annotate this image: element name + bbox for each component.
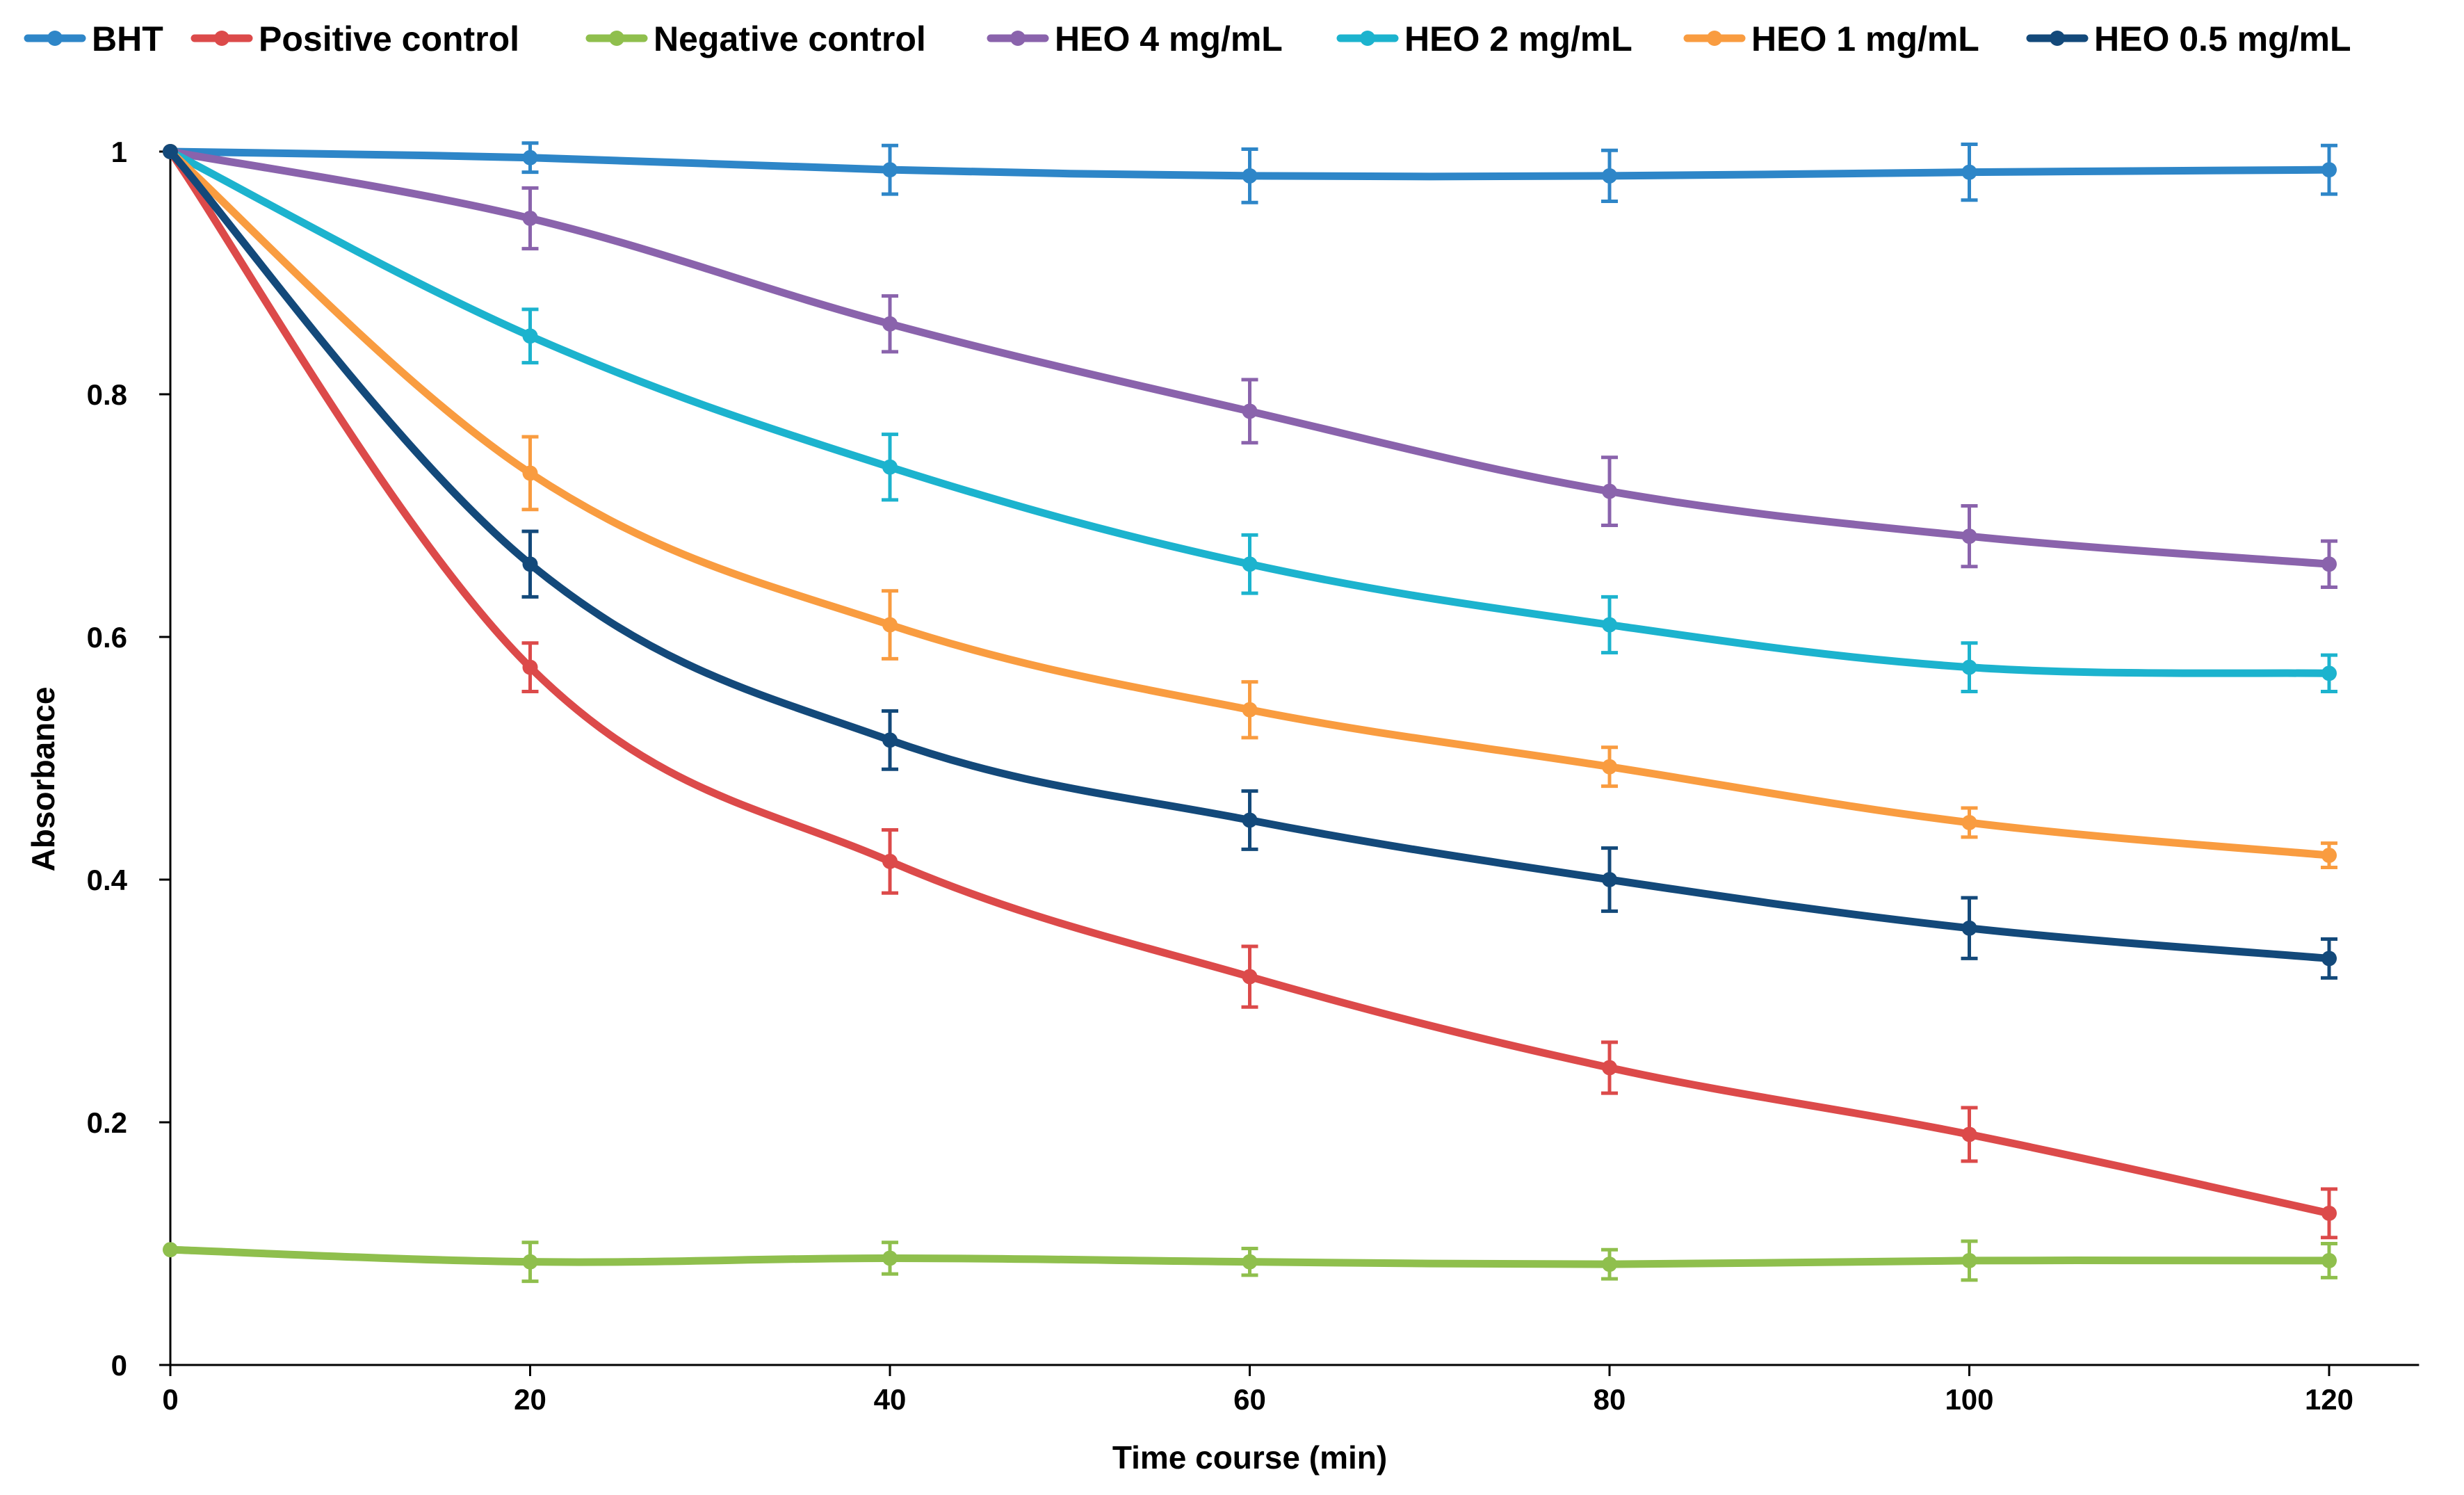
series-heo-0-5-mg-ml: [163, 144, 2337, 980]
data-point: [522, 659, 538, 675]
legend-item-heo-2-mg-ml: HEO 2 mg/mL: [1336, 19, 1632, 58]
legend-label: BHT: [92, 19, 163, 58]
series-line-heo-1-mg-ml: [166, 147, 2333, 859]
series-line-heo-4-mg-ml: [166, 147, 2333, 568]
data-point: [522, 465, 538, 481]
data-point: [882, 732, 898, 748]
data-point: [882, 316, 898, 332]
data-point: [1602, 759, 1617, 775]
data-point: [1242, 168, 1258, 184]
data-point: [1602, 168, 1617, 184]
legend-label: HEO 0.5 mg/mL: [2094, 19, 2351, 58]
legend-marker: [47, 31, 63, 46]
x-tick-label: 80: [1594, 1383, 1626, 1416]
series-heo-4-mg-ml: [163, 144, 2337, 589]
data-point: [522, 210, 538, 226]
data-point: [1961, 1126, 1977, 1142]
series-negative-control: [163, 1239, 2337, 1284]
data-point: [522, 1254, 538, 1270]
x-tick-label: 0: [162, 1383, 178, 1416]
data-point: [882, 459, 898, 475]
x-tick-label: 100: [1945, 1383, 1993, 1416]
legend-marker: [1010, 31, 1026, 46]
legend-item-heo-1-mg-ml: HEO 1 mg/mL: [1683, 19, 1979, 58]
data-point: [2321, 951, 2337, 967]
data-point: [1961, 814, 1977, 830]
x-tick-label: 60: [1233, 1383, 1266, 1416]
legend: BHT Positive control Negative control HEO 4…: [24, 19, 2351, 58]
legend-label: Negative control: [654, 19, 926, 58]
data-point: [1602, 1060, 1617, 1076]
data-point: [1602, 872, 1617, 887]
series-bht: [163, 141, 2337, 204]
legend-item-bht: BHT: [24, 19, 163, 58]
legend-marker: [609, 31, 624, 46]
data-point: [882, 1250, 898, 1266]
series-heo-2-mg-ml: [163, 144, 2337, 694]
series-heo-1-mg-ml: [163, 144, 2337, 870]
y-tick-label: 0.4: [87, 864, 128, 896]
plot-area: [163, 141, 2337, 1284]
data-point: [882, 617, 898, 633]
x-axis-ticks: 0 20 40 60 80 100 120: [162, 1365, 2353, 1416]
data-point: [522, 150, 538, 165]
data-point: [1961, 528, 1977, 544]
legend-label: HEO 4 mg/mL: [1055, 19, 1283, 58]
legend-marker: [2050, 31, 2065, 46]
legend-marker: [1360, 31, 1375, 46]
x-tick-label: 20: [514, 1383, 546, 1416]
legend-item-positive-control: Positive control: [191, 19, 519, 58]
legend-label: Positive control: [259, 19, 519, 58]
data-point: [2321, 665, 2337, 681]
y-tick-label: 1: [111, 136, 127, 168]
data-point: [522, 556, 538, 572]
data-point: [1242, 403, 1258, 419]
legend-item-negative-control: Negative control: [585, 19, 926, 58]
data-point: [1961, 1252, 1977, 1268]
data-point: [2321, 556, 2337, 572]
data-point: [163, 1242, 178, 1258]
data-point: [882, 162, 898, 178]
data-point: [2321, 848, 2337, 864]
data-point: [1602, 617, 1617, 633]
y-axis-title: Absorbance: [25, 687, 61, 872]
data-point: [1242, 702, 1258, 718]
y-tick-label: 0.8: [87, 378, 127, 411]
data-point: [1242, 556, 1258, 572]
legend-item-heo-0-5-mg-ml: HEO 0.5 mg/mL: [2026, 19, 2351, 58]
x-tick-label: 120: [2305, 1383, 2353, 1416]
data-point: [1242, 1254, 1258, 1270]
x-axis-title: Time course (min): [1112, 1439, 1387, 1476]
data-point: [2321, 1205, 2337, 1221]
data-point: [882, 853, 898, 869]
data-point: [1961, 659, 1977, 675]
data-point: [1602, 483, 1617, 499]
data-point: [1242, 969, 1258, 985]
series-line-heo-0-5-mg-ml: [166, 147, 2333, 962]
data-point: [1242, 812, 1258, 828]
y-axis-ticks: 0 0.2 0.4 0.6 0.8 1: [87, 136, 170, 1382]
y-tick-label: 0: [111, 1349, 127, 1382]
data-point: [1961, 164, 1977, 180]
data-point: [2321, 162, 2337, 178]
y-tick-label: 0.6: [87, 621, 127, 654]
axes: 0 0.2 0.4 0.6 0.8 1 0 20 40 60 80 100 120 Time cour…: [25, 136, 2420, 1476]
legend-marker: [214, 31, 229, 46]
data-point: [163, 144, 178, 159]
x-tick-label: 40: [874, 1383, 907, 1416]
legend-item-heo-4-mg-ml: HEO 4 mg/mL: [987, 19, 1283, 58]
legend-label: HEO 1 mg/mL: [1751, 19, 1979, 58]
y-tick-label: 0.2: [87, 1106, 127, 1139]
data-point: [1602, 1256, 1617, 1272]
data-point: [1961, 920, 1977, 936]
legend-label: HEO 2 mg/mL: [1404, 19, 1632, 58]
legend-marker: [1707, 31, 1722, 46]
data-point: [2321, 1252, 2337, 1268]
data-point: [522, 328, 538, 344]
